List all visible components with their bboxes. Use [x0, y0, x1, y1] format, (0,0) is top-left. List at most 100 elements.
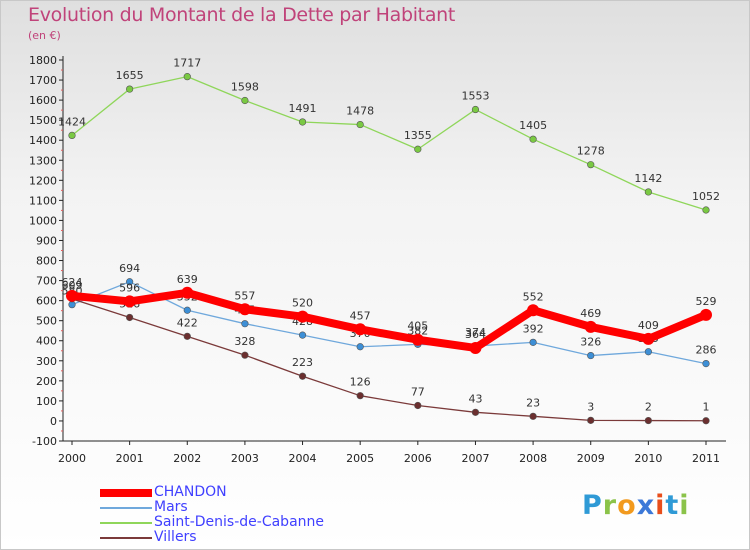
- series-line: [68, 288, 710, 352]
- data-point: [587, 416, 595, 424]
- y-tick-label: 600: [36, 295, 57, 308]
- data-point: [529, 135, 537, 143]
- x-tick-label: 2010: [634, 452, 662, 465]
- x-tick-label: 2001: [116, 452, 144, 465]
- y-tick-label: 700: [36, 275, 57, 288]
- x-tick-label: 2002: [173, 452, 201, 465]
- data-point: [126, 313, 134, 322]
- data-label: 1598: [231, 81, 259, 94]
- series-line: [71, 298, 707, 422]
- data-label: 469: [580, 307, 601, 320]
- data-point: [356, 343, 364, 351]
- logo-letter: r: [602, 490, 618, 521]
- y-tick-label: 300: [36, 355, 57, 368]
- data-label: 364: [465, 328, 486, 341]
- y-tick-label: 1200: [29, 174, 57, 187]
- x-tick-label: 2005: [346, 452, 374, 465]
- legend-swatch: [100, 489, 152, 497]
- data-label: 1717: [173, 57, 201, 70]
- y-tick-label: 0: [50, 415, 57, 428]
- x-tick-label: 2000: [58, 452, 86, 465]
- data-point: [702, 359, 710, 368]
- proxiti-logo: Proxiti: [582, 490, 690, 521]
- x-tick-label: 2004: [289, 452, 317, 465]
- data-label: 557: [234, 289, 255, 302]
- y-tick-label: 1400: [29, 134, 57, 147]
- data-label: 23: [526, 396, 540, 409]
- data-point: [642, 332, 655, 345]
- data-label: 328: [234, 335, 255, 348]
- data-point: [414, 401, 422, 410]
- data-label: 1553: [461, 90, 489, 103]
- data-point: [298, 331, 307, 339]
- x-tick-label: 2009: [577, 452, 605, 465]
- y-tick-label: 1800: [29, 54, 57, 67]
- data-point: [356, 120, 364, 129]
- data-label: 1478: [346, 105, 374, 118]
- legend-swatch: [100, 522, 152, 524]
- y-tick-label: -100: [32, 435, 57, 448]
- logo-letter: x: [636, 490, 656, 521]
- y-tick-label: 1100: [29, 194, 57, 207]
- data-label: 223: [292, 356, 313, 369]
- data-label: 1142: [634, 172, 662, 185]
- data-point: [527, 304, 540, 317]
- data-point: [298, 372, 307, 380]
- y-tick-label: 500: [36, 315, 57, 328]
- data-point: [471, 105, 480, 114]
- logo-letter: t: [665, 490, 680, 521]
- logo-letter: i: [679, 490, 690, 521]
- data-label: 596: [119, 281, 140, 294]
- data-point: [68, 131, 76, 139]
- legend-label: Saint-Denis-de-Cabanne: [154, 514, 325, 530]
- x-tick-label: 2003: [231, 452, 259, 465]
- data-label: 1278: [577, 145, 605, 158]
- data-label: 3: [587, 400, 594, 413]
- data-point: [126, 85, 134, 93]
- x-tick-label: 2007: [461, 452, 489, 465]
- data-point: [354, 323, 367, 336]
- y-tick-label: 1300: [29, 154, 57, 167]
- logo-letter: o: [617, 490, 637, 521]
- data-point: [529, 338, 537, 346]
- y-tick-label: 1500: [29, 114, 57, 127]
- x-tick-label: 2011: [692, 452, 720, 465]
- data-label: 624: [62, 276, 83, 289]
- data-label: 326: [580, 336, 601, 349]
- data-label: 457: [350, 309, 371, 322]
- data-point: [126, 278, 134, 286]
- data-point: [644, 188, 652, 196]
- data-label: 1052: [692, 190, 720, 203]
- data-point: [183, 332, 191, 340]
- data-point: [584, 320, 597, 333]
- y-tick-label: 1000: [29, 214, 57, 227]
- x-tick-label: 2008: [519, 452, 547, 465]
- chart-title: Evolution du Montant de la Dette par Hab…: [28, 4, 456, 26]
- legend-label: Villers: [154, 529, 197, 545]
- logo-letter: P: [582, 490, 603, 521]
- data-label: 639: [177, 273, 198, 286]
- data-point: [296, 310, 309, 323]
- data-point: [181, 286, 194, 299]
- legend-swatch: [100, 507, 152, 509]
- data-label: 520: [292, 297, 313, 310]
- data-point: [66, 289, 78, 302]
- y-tick-label: 200: [36, 375, 57, 388]
- series-line: [71, 75, 707, 211]
- data-label: 286: [696, 344, 717, 357]
- data-point: [529, 412, 537, 420]
- data-point: [241, 351, 249, 359]
- data-point: [587, 351, 595, 360]
- legend-label: Mars: [154, 499, 188, 515]
- data-point: [702, 417, 710, 425]
- series-line: [71, 281, 707, 365]
- data-label: 694: [119, 262, 140, 275]
- data-point: [238, 303, 251, 316]
- data-point: [123, 295, 136, 308]
- data-label: 405: [407, 320, 428, 333]
- data-label: 609: [62, 279, 83, 292]
- data-point: [414, 145, 422, 153]
- data-point: [700, 308, 712, 321]
- data-point: [644, 416, 652, 425]
